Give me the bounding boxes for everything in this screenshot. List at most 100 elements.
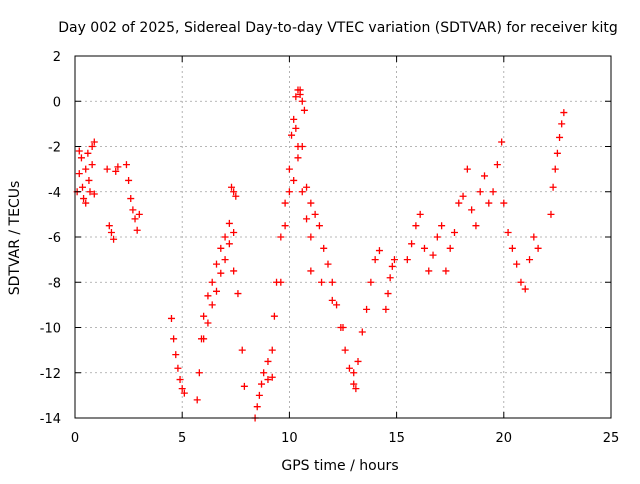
data-point — [408, 240, 416, 248]
data-point — [350, 380, 358, 388]
data-point — [195, 369, 203, 377]
series-segment-18 — [547, 109, 568, 218]
data-point — [333, 301, 341, 309]
y-tick-label: 0 — [53, 95, 61, 110]
data-point — [290, 115, 298, 123]
data-point — [230, 228, 238, 236]
y-tick-label: 2 — [53, 50, 61, 65]
data-point — [420, 244, 428, 252]
data-point — [264, 357, 272, 365]
series-segment-7 — [200, 240, 238, 343]
data-point — [232, 192, 240, 200]
data-point — [264, 376, 272, 384]
data-point — [412, 222, 420, 230]
data-point — [112, 167, 120, 175]
series-segment-1 — [73, 138, 98, 203]
data-point — [530, 233, 538, 241]
x-tick-label: 0 — [71, 431, 79, 446]
data-point — [114, 163, 122, 171]
data-point — [75, 170, 83, 178]
series-segment-5 — [167, 314, 188, 397]
data-point — [403, 256, 411, 264]
data-point — [174, 364, 182, 372]
data-point — [77, 154, 85, 162]
data-point — [230, 267, 238, 275]
data-point — [324, 260, 332, 268]
data-point — [433, 233, 441, 241]
data-point — [285, 165, 293, 173]
data-point — [328, 278, 336, 286]
x-tick-label: 10 — [281, 431, 298, 446]
data-point — [508, 244, 516, 252]
series-segment-9 — [251, 346, 276, 422]
data-point — [320, 244, 328, 252]
data-point — [213, 287, 221, 295]
data-point — [230, 188, 238, 196]
points-layer — [73, 86, 568, 422]
data-point — [82, 199, 90, 207]
series-segment-10 — [264, 115, 315, 384]
data-point — [268, 346, 276, 354]
series-segment-4 — [122, 161, 143, 234]
data-point — [498, 138, 506, 146]
data-point — [318, 278, 326, 286]
data-point — [290, 176, 298, 184]
y-tick-label: -10 — [40, 322, 61, 337]
data-point — [217, 269, 225, 277]
data-point — [556, 133, 564, 141]
series-segment-17 — [500, 199, 542, 293]
data-point — [294, 154, 302, 162]
data-point — [549, 183, 557, 191]
data-point — [285, 188, 293, 196]
data-point — [472, 222, 480, 230]
data-point — [225, 240, 233, 248]
data-point — [459, 192, 467, 200]
data-point — [170, 335, 178, 343]
data-point — [363, 305, 371, 313]
data-point — [122, 161, 130, 169]
data-point — [84, 149, 92, 157]
series-segment-2 — [75, 147, 98, 207]
data-point — [204, 292, 212, 300]
series-segment-12 — [292, 86, 308, 114]
data-point — [553, 149, 561, 157]
plot-frame — [74, 55, 612, 419]
data-point — [450, 228, 458, 236]
data-point — [86, 188, 94, 196]
data-point — [328, 296, 336, 304]
data-point — [221, 233, 229, 241]
data-point — [468, 206, 476, 214]
data-point — [127, 195, 135, 203]
data-point — [388, 262, 396, 270]
data-point — [240, 382, 248, 390]
x-axis-label: GPS time / hours — [281, 458, 398, 474]
data-point — [534, 244, 542, 252]
data-point — [476, 188, 484, 196]
data-point — [103, 165, 111, 173]
data-point — [131, 215, 139, 223]
data-point — [384, 290, 392, 298]
data-point — [234, 290, 242, 298]
series-segment-8 — [228, 183, 240, 200]
data-point — [521, 285, 529, 293]
data-point — [105, 222, 113, 230]
data-point — [481, 172, 489, 180]
y-tick-label: -12 — [40, 367, 61, 382]
data-point — [446, 244, 454, 252]
data-point — [429, 251, 437, 259]
data-point — [367, 278, 375, 286]
data-point — [88, 161, 96, 169]
data-point — [281, 222, 289, 230]
data-point — [339, 324, 347, 331]
data-point — [345, 364, 353, 372]
data-point — [558, 120, 566, 128]
data-point — [75, 147, 83, 155]
data-point — [228, 183, 236, 191]
data-point — [85, 176, 93, 184]
data-point — [217, 244, 225, 252]
data-point — [172, 351, 180, 359]
x-tick-label: 20 — [496, 431, 513, 446]
y-tick-label: -8 — [48, 276, 61, 291]
